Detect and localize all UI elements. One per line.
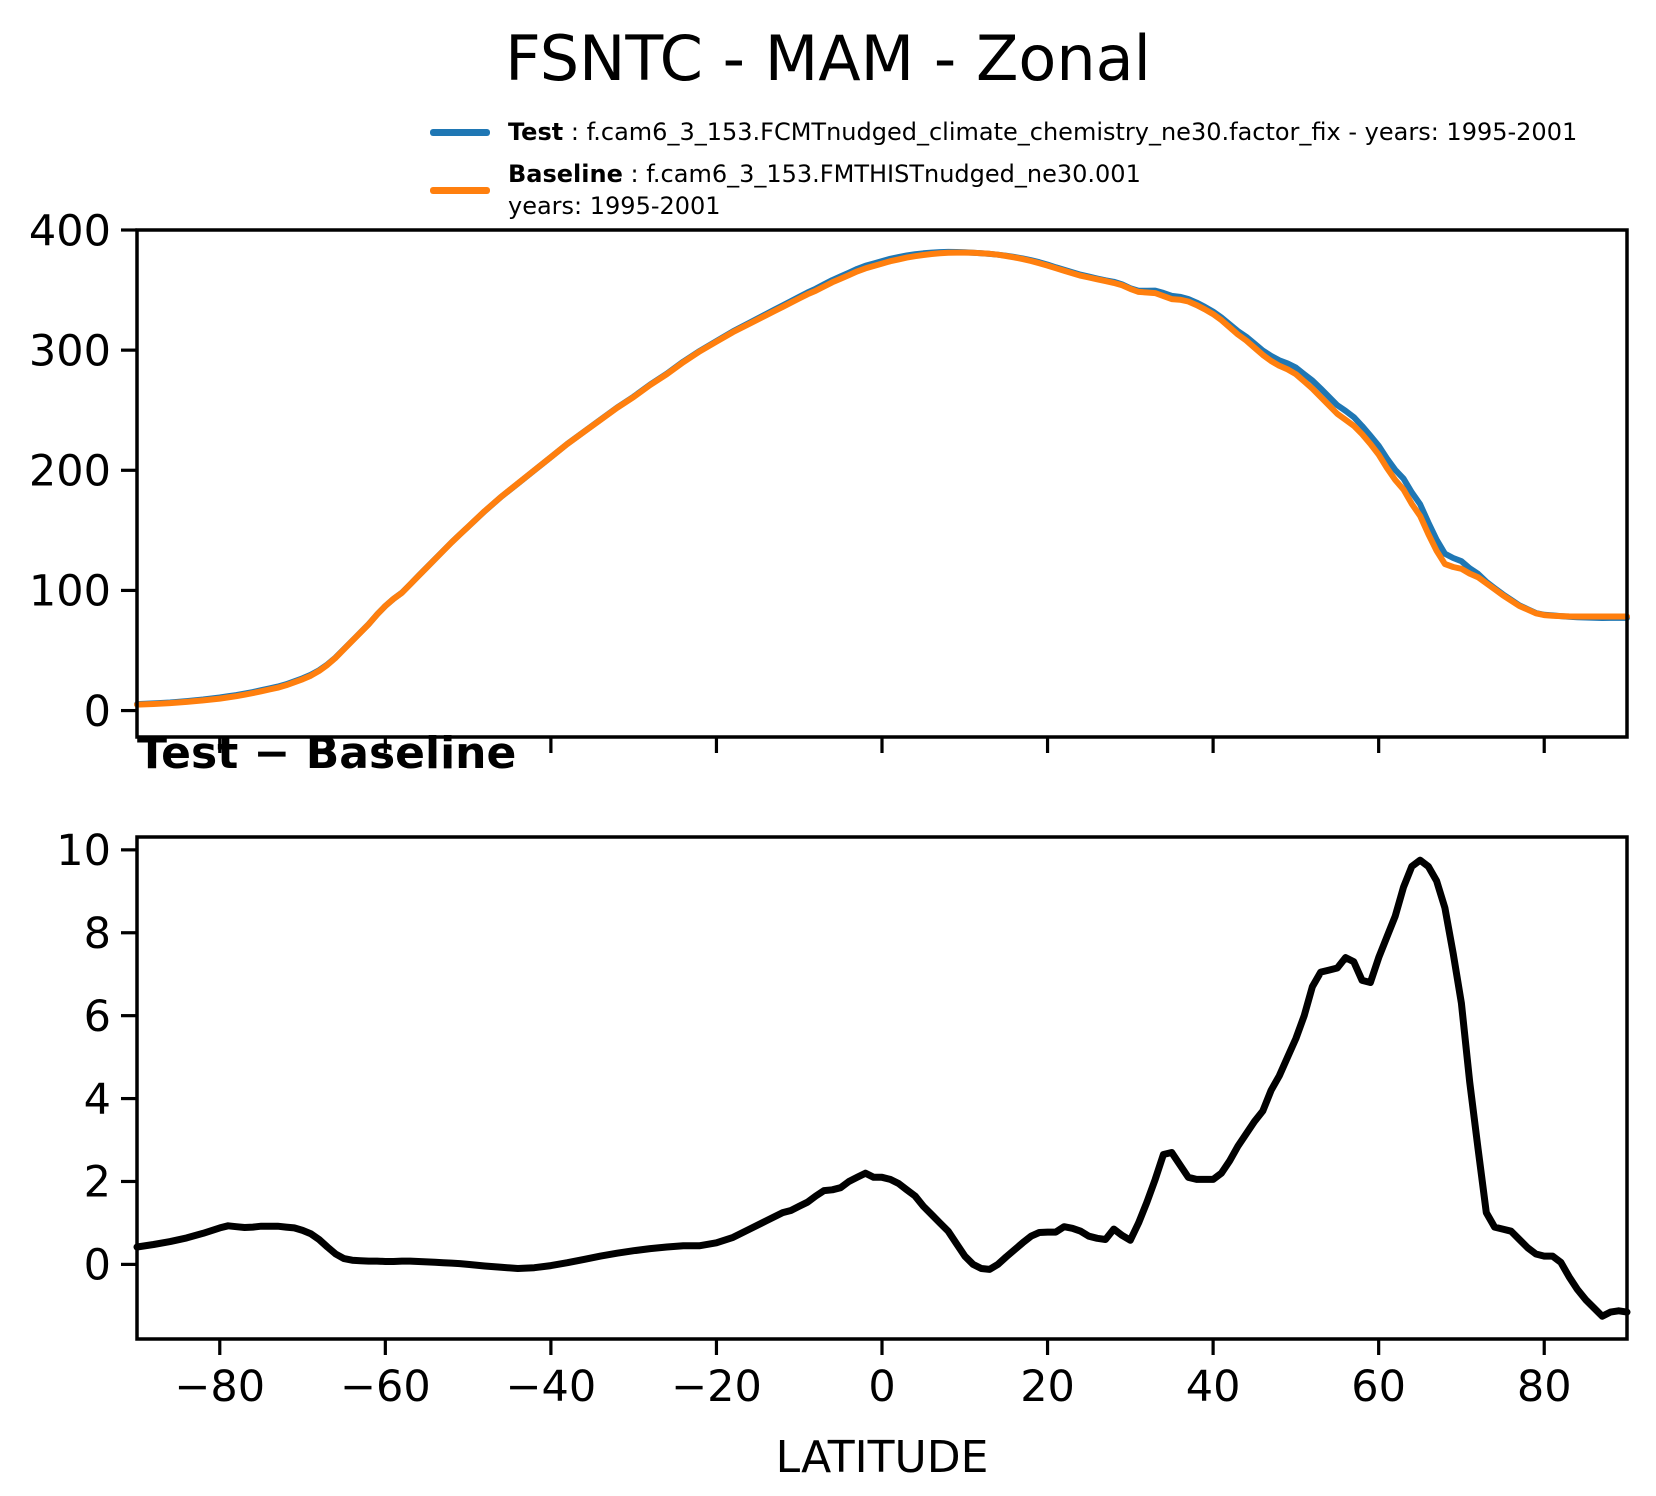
top-chart: 0 100 200 300 400 bbox=[29, 206, 1630, 753]
x-tick-label: −60 bbox=[340, 1362, 431, 1412]
axes-frame bbox=[135, 835, 1629, 1341]
legend-label-test: Test bbox=[508, 118, 564, 146]
page-title: FSNTC - MAM - Zonal bbox=[505, 22, 1151, 95]
legend: Test : f.cam6_3_153.FCMTnudged_climate_c… bbox=[430, 116, 1577, 232]
legend-label-baseline: Baseline bbox=[508, 160, 623, 188]
diff-chart-title: Test − Baseline bbox=[137, 728, 517, 779]
x-tick-label: 20 bbox=[1020, 1362, 1075, 1412]
baseline-line-path bbox=[134, 249, 1630, 708]
y-tick-label: 400 bbox=[29, 206, 111, 256]
legend-item-test: Test : f.cam6_3_153.FCMTnudged_climate_c… bbox=[430, 116, 1577, 148]
legend-line1-baseline: Baseline : f.cam6_3_153.FMTHISTnudged_ne… bbox=[508, 158, 1141, 190]
test-line-swatch bbox=[430, 128, 490, 136]
axes-frame bbox=[135, 228, 1629, 739]
y-tick-label: 100 bbox=[29, 567, 111, 617]
y-tick-label: 10 bbox=[56, 826, 111, 876]
legend-years-baseline: years: 1995-2001 bbox=[508, 192, 721, 220]
legend-item-baseline: Baseline : f.cam6_3_153.FMTHISTnudged_ne… bbox=[430, 158, 1577, 222]
y-tick-label: 0 bbox=[84, 687, 111, 737]
x-tick-label: −20 bbox=[671, 1362, 762, 1412]
legend-desc-baseline: : f.cam6_3_153.FMTHISTnudged_ne30.001 bbox=[622, 160, 1141, 188]
x-tick-label: −80 bbox=[174, 1362, 265, 1412]
diff-line-path bbox=[133, 856, 1631, 1320]
y-tick-label: 300 bbox=[29, 326, 111, 376]
legend-desc-test: : f.cam6_3_153.FCMTnudged_climate_chemis… bbox=[563, 118, 1578, 146]
y-tick-label: 2 bbox=[84, 1158, 111, 1208]
y-tick-label: 200 bbox=[29, 447, 111, 497]
x-tick-label: 80 bbox=[1517, 1362, 1572, 1412]
baseline-line-swatch bbox=[430, 186, 490, 194]
x-tick-label: 60 bbox=[1351, 1362, 1406, 1412]
y-tick-label: 0 bbox=[84, 1241, 111, 1291]
legend-text-baseline: Baseline : f.cam6_3_153.FMTHISTnudged_ne… bbox=[508, 158, 1141, 222]
y-tick-label: 4 bbox=[84, 1075, 111, 1125]
y-tick-label: 6 bbox=[84, 992, 111, 1042]
x-tick-label: 0 bbox=[868, 1362, 895, 1412]
x-tick-label: −40 bbox=[506, 1362, 597, 1412]
diff-chart: 0 2 4 6 8 10 −80 −60 −40 −20 0 20 40 60 80 bbox=[56, 826, 1631, 1412]
y-tick-label: 8 bbox=[84, 909, 111, 959]
legend-text-test: Test : f.cam6_3_153.FCMTnudged_climate_c… bbox=[508, 116, 1577, 148]
x-tick-label: 40 bbox=[1186, 1362, 1241, 1412]
x-axis-label: LATITUDE bbox=[775, 1432, 989, 1483]
